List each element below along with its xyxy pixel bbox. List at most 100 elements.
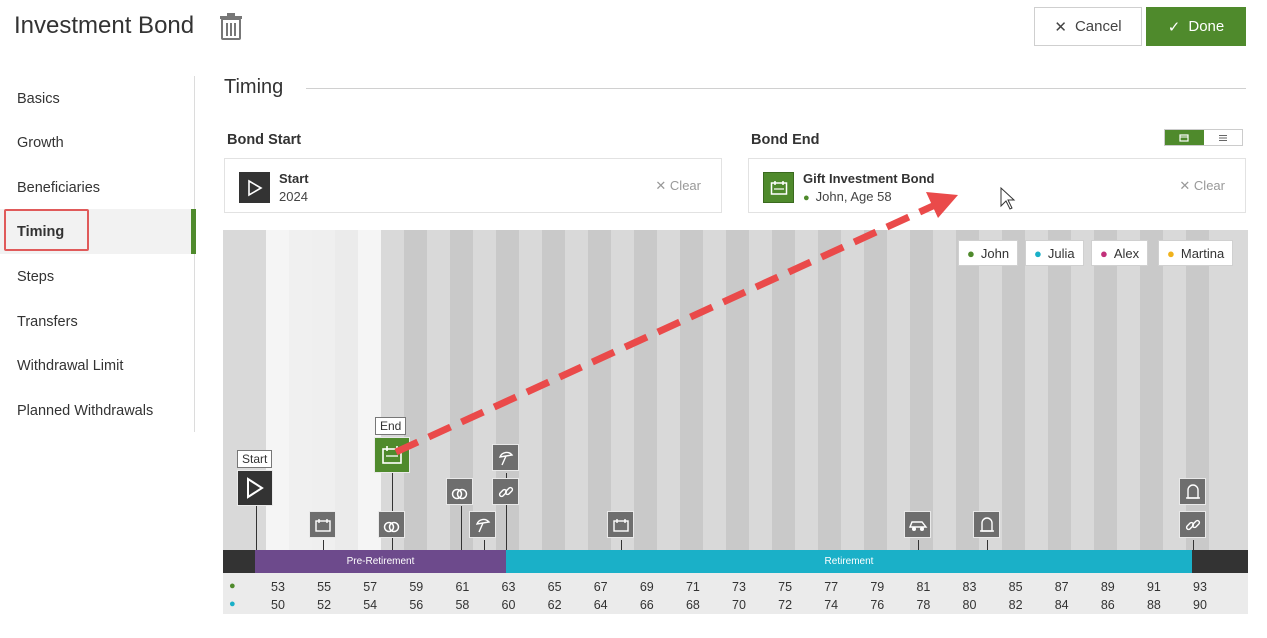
timeline-column: [312, 230, 335, 550]
umbrella-event-marker[interactable]: [492, 444, 519, 471]
bond-start-label: Bond Start: [227, 132, 302, 148]
age-label: 77: [824, 580, 839, 594]
timeline-column: [1048, 230, 1071, 550]
link-event-marker[interactable]: [492, 478, 519, 505]
bond-end-card[interactable]: Gift Investment Bond ● John, Age 58 ✕ Cle…: [748, 158, 1246, 213]
rings-event-marker[interactable]: [378, 511, 405, 538]
legend-label: John: [980, 245, 1010, 261]
event-stem: [1193, 540, 1194, 550]
beach-umbrella-icon: [475, 518, 490, 532]
link-event-marker[interactable]: [1179, 511, 1206, 538]
timeline-column: [358, 230, 381, 550]
age-label: 78: [916, 598, 931, 612]
sidebar-item-steps[interactable]: Steps: [17, 268, 55, 285]
cancel-button[interactable]: ✕ Cancel: [1034, 7, 1142, 46]
bond-start-card[interactable]: Start 2024 ✕ Clear: [224, 158, 722, 213]
phase-pre-retirement[interactable]: Pre-Retirement: [255, 550, 506, 573]
car-icon: [908, 520, 927, 531]
sidebar-item-planned-withdrawals[interactable]: Planned Withdrawals: [17, 402, 154, 419]
age-label: 72: [778, 598, 793, 612]
view-toggle[interactable]: [1164, 129, 1243, 146]
julia-person-icon: ●: [229, 598, 236, 610]
age-label: 75: [778, 580, 793, 594]
timeline-column: [634, 230, 657, 550]
age-label: 55: [317, 580, 332, 594]
list-icon: [1218, 134, 1227, 141]
age-label: 71: [685, 580, 700, 594]
start-event-marker[interactable]: [237, 470, 273, 506]
timeline-column: [818, 230, 841, 550]
tombstone-event-marker[interactable]: [1179, 478, 1206, 505]
age-label: 57: [363, 580, 378, 594]
timeline-column: [1094, 230, 1117, 550]
sidebar-item-transfers[interactable]: Transfers: [17, 313, 78, 330]
event-stem: [621, 540, 622, 550]
sidebar-item-basics[interactable]: Basics: [17, 90, 60, 107]
start-card-title: Start: [279, 171, 309, 186]
calendar-icon: [314, 518, 331, 532]
sidebar-item-timing[interactable]: Timing: [0, 209, 196, 254]
age-label: 89: [1100, 580, 1115, 594]
calendar-event-marker[interactable]: [309, 511, 336, 538]
umbrella-event-marker[interactable]: [469, 511, 496, 538]
link-icon: [498, 486, 513, 497]
clear-end-button[interactable]: ✕ Clear: [1179, 178, 1225, 193]
legend-label: Martina: [1180, 245, 1225, 261]
person-icon: ●: [1100, 245, 1108, 261]
section-divider: [306, 88, 1246, 89]
age-label: 76: [870, 598, 885, 612]
age-label: 84: [1054, 598, 1069, 612]
end-event-marker[interactable]: [374, 437, 410, 473]
phase-retirement[interactable]: Retirement: [506, 550, 1192, 573]
timeline-column: [772, 230, 795, 550]
age-label: 82: [1008, 598, 1023, 612]
car-event-marker[interactable]: [904, 511, 931, 538]
done-button[interactable]: ✓ Done: [1146, 7, 1246, 46]
calendar-view-toggle[interactable]: [1165, 130, 1204, 145]
age-label: 61: [455, 580, 470, 594]
age-label: 73: [732, 580, 746, 594]
clear-start-button[interactable]: ✕ Clear: [655, 178, 701, 193]
sidebar-item-beneficiaries[interactable]: Beneficiaries: [17, 179, 101, 196]
gift-calendar-icon: [763, 172, 794, 203]
done-label: Done: [1188, 18, 1225, 35]
calendar-icon: [1179, 134, 1189, 142]
legend-john[interactable]: ● John: [958, 240, 1019, 266]
event-stem: [461, 506, 462, 550]
timeline-column: [1002, 230, 1025, 550]
event-stem: [987, 540, 988, 550]
legend-martina[interactable]: ● Martina: [1158, 240, 1234, 266]
page-title: Investment Bond: [14, 12, 195, 39]
calendar-icon: [612, 518, 629, 532]
legend-alex[interactable]: ● Alex: [1091, 240, 1149, 266]
calendar-event-marker[interactable]: [607, 511, 634, 538]
close-icon: ✕: [1054, 18, 1067, 36]
tombstone-event-marker[interactable]: [973, 511, 1000, 538]
list-view-toggle[interactable]: [1203, 130, 1242, 145]
age-label: 66: [639, 598, 654, 612]
cancel-label: Cancel: [1074, 18, 1122, 35]
age-label: 74: [824, 598, 839, 612]
age-label: 67: [593, 580, 608, 594]
legend-julia[interactable]: ● Julia: [1025, 240, 1084, 266]
age-label: 85: [1008, 580, 1023, 594]
event-stem: [506, 473, 507, 550]
trash-icon[interactable]: [219, 13, 243, 41]
timeline-column: [956, 230, 979, 550]
end-card-title: Gift Investment Bond: [803, 171, 935, 186]
person-icon: ●: [1167, 245, 1175, 261]
age-label: 50: [271, 598, 285, 612]
play-icon: [247, 477, 264, 499]
sidebar-item-growth[interactable]: Growth: [17, 134, 64, 151]
timeline-column: [588, 230, 611, 550]
timeline-column: [542, 230, 565, 550]
sidebar-item-withdrawal-limit[interactable]: Withdrawal Limit: [17, 357, 124, 374]
age-label: 59: [409, 580, 424, 594]
age-label: 54: [363, 598, 378, 612]
sidebar-nav: [0, 76, 195, 432]
event-stem: [484, 540, 485, 550]
rings-event-marker[interactable]: [446, 478, 473, 505]
end-card-subtitle: John, Age 58: [815, 189, 892, 204]
age-axis: [223, 573, 1248, 614]
age-label: 63: [501, 580, 516, 594]
